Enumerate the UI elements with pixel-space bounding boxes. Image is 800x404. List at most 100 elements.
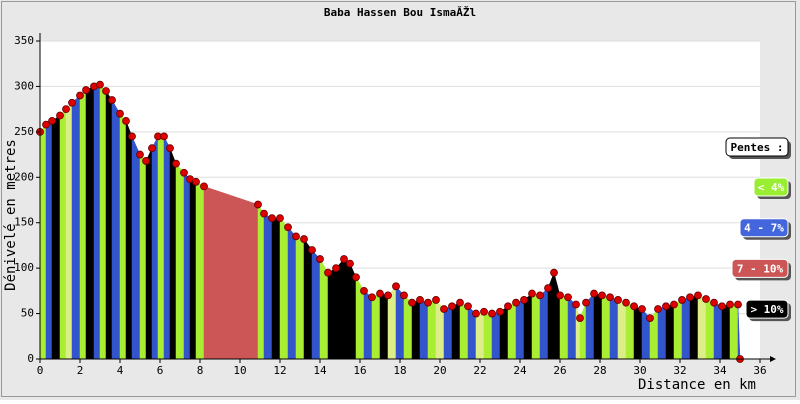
point: [614, 296, 622, 304]
profile-bar: [119, 112, 127, 360]
profile-bar: [139, 153, 147, 360]
point: [710, 298, 718, 307]
point: [408, 298, 416, 307]
y-tick-label: 250: [14, 125, 34, 138]
point: [726, 300, 734, 309]
profile-bar: [531, 293, 541, 360]
point: [576, 314, 584, 323]
profile-bar: [327, 267, 337, 360]
point: [108, 96, 116, 104]
profile-bar: [609, 296, 619, 360]
profile-bar: [633, 305, 643, 360]
profile-bar: [657, 305, 667, 360]
point: [400, 291, 408, 300]
profile-bar: [443, 305, 453, 360]
y-tick-label: 50: [21, 307, 34, 320]
point: [432, 296, 440, 304]
y-tick-label: 300: [14, 79, 34, 92]
profile-bar: [681, 296, 691, 360]
point: [376, 289, 384, 298]
point: [488, 309, 496, 318]
point: [346, 259, 354, 268]
chart-title: Baba Hassen Bou IsmaĂŽl: [324, 6, 476, 19]
point: [128, 132, 136, 141]
profile-bar: [71, 94, 81, 360]
profile-bar: [559, 295, 569, 360]
profile-bar: [491, 311, 501, 360]
point: [480, 307, 488, 316]
profile-bar: [721, 304, 731, 360]
profile-bar: [335, 258, 345, 360]
point: [686, 293, 694, 302]
profile-bar: [689, 295, 699, 360]
point: [448, 302, 456, 311]
profile-bar: [617, 299, 627, 360]
x-tick-label: 0: [37, 364, 44, 377]
profile-bar: [99, 83, 107, 360]
x-tick-label: 24: [513, 364, 527, 377]
point: [340, 255, 348, 263]
point: [622, 298, 630, 307]
x-tick-label: 12: [273, 364, 286, 377]
x-tick-label: 16: [353, 364, 366, 377]
point: [122, 117, 130, 125]
point: [268, 214, 276, 223]
point: [148, 144, 156, 153]
profile-bar: [601, 295, 611, 360]
point: [116, 109, 124, 118]
point: [472, 309, 480, 318]
point: [292, 232, 300, 241]
point: [76, 91, 84, 100]
point: [260, 209, 268, 218]
profile-bar: [145, 148, 153, 360]
profile-bar: [665, 304, 675, 360]
point: [528, 289, 536, 298]
point: [316, 255, 324, 263]
profile-bar: [157, 136, 165, 360]
x-tick-label: 14: [313, 364, 327, 377]
x-tick-label: 4: [117, 364, 124, 377]
profile-bar: [51, 115, 61, 360]
point: [536, 291, 544, 300]
x-tick-label: 18: [393, 364, 406, 377]
profile-bar: [311, 249, 321, 360]
point: [192, 177, 200, 186]
x-tick-label: 26: [553, 364, 566, 377]
profile-bar: [263, 213, 273, 360]
profile-bar: [363, 290, 373, 360]
point: [68, 98, 76, 107]
point: [352, 273, 360, 282]
profile-bar: [343, 258, 351, 360]
x-tick-label: 20: [433, 364, 446, 377]
profile-bar: [79, 89, 87, 360]
profile-bar: [93, 84, 101, 360]
legend-label: < 4%: [758, 181, 785, 194]
profile-bar: [65, 102, 73, 360]
point: [556, 291, 564, 300]
profile-bar: [151, 136, 159, 360]
y-tick-label: 350: [14, 34, 34, 47]
profile-bar: [287, 226, 297, 360]
y-tick-label: 150: [14, 216, 34, 229]
profile-bar: [85, 86, 95, 360]
point: [284, 223, 292, 232]
profile-bar: [163, 136, 171, 360]
point: [734, 300, 742, 309]
bars: [39, 83, 741, 360]
y-axis-label: Dénivelé en metres: [3, 139, 19, 291]
point: [582, 298, 590, 307]
x-tick-label: 32: [673, 364, 686, 377]
point: [308, 246, 316, 254]
legend-swatch: [745, 299, 789, 319]
point: [332, 264, 340, 273]
point: [440, 305, 448, 313]
legend-title: Pentes :: [731, 141, 784, 154]
x-tick-label: 36: [753, 364, 766, 377]
point: [678, 296, 686, 304]
point: [360, 286, 368, 295]
profile-bar: [257, 203, 265, 360]
point: [544, 284, 552, 293]
profile-bar: [131, 136, 141, 360]
point: [662, 302, 670, 311]
point: [638, 305, 646, 313]
